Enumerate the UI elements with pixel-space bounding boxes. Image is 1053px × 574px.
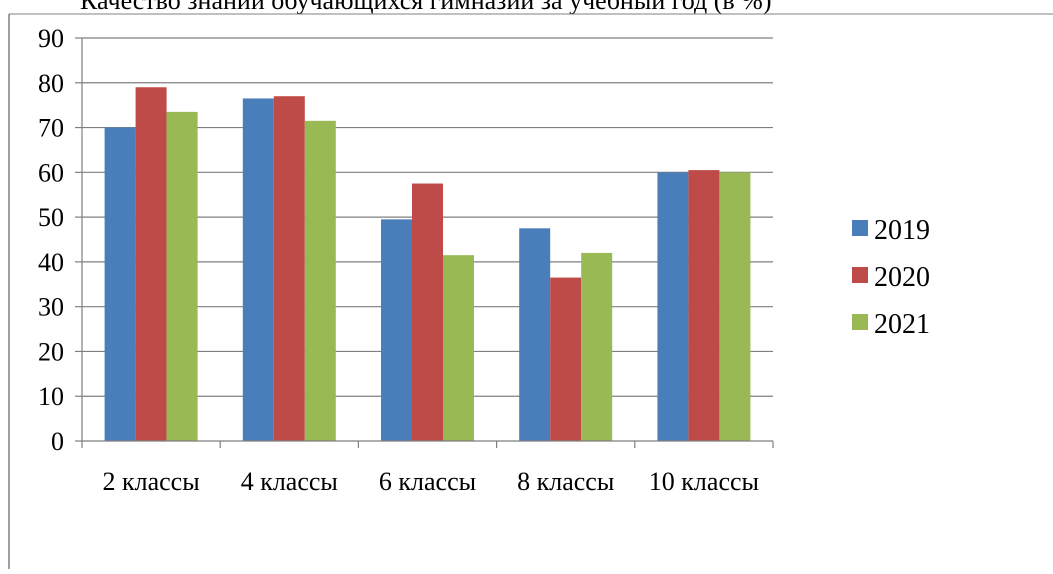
legend-swatch-2021 — [852, 314, 868, 330]
bar-2019-2 — [242, 98, 274, 441]
y-tick-label: 60 — [38, 158, 64, 187]
bar-2021-3 — [443, 255, 474, 441]
legend-label: 2019 — [874, 215, 930, 246]
y-tick-label: 10 — [38, 382, 64, 411]
category-label: 6 классы — [379, 467, 476, 496]
y-tick-labels: 0 10 20 30 40 50 60 70 80 90 — [38, 24, 64, 456]
y-tick-label: 90 — [38, 24, 64, 53]
bar-2019-4 — [519, 228, 551, 441]
bar-2020-5 — [688, 170, 720, 441]
bar-2019-3 — [381, 219, 412, 441]
bars — [104, 87, 751, 442]
bar-2020-3 — [412, 183, 443, 441]
bar-2020-1 — [135, 87, 167, 441]
legend: 2019 2020 2021 — [852, 215, 930, 340]
y-tick-label: 80 — [38, 69, 64, 98]
legend-swatch-2020 — [852, 267, 868, 283]
y-tick-label: 70 — [38, 114, 64, 143]
y-tick-label: 0 — [51, 427, 64, 456]
category-label: 10 классы — [649, 467, 759, 496]
legend-label: 2020 — [874, 262, 930, 293]
bar-2021-4 — [581, 252, 613, 441]
bar-2019-1 — [104, 127, 136, 442]
bar-2021-1 — [166, 111, 198, 441]
bar-2020-4 — [550, 277, 582, 441]
y-tick-label: 50 — [38, 203, 64, 232]
y-tick-label: 20 — [38, 337, 64, 366]
bar-2021-2 — [304, 120, 336, 441]
category-label: 4 классы — [241, 467, 338, 496]
legend-label: 2021 — [874, 309, 930, 340]
bar-2019-5 — [657, 172, 689, 442]
category-label: 2 классы — [102, 467, 199, 496]
category-labels: 2 классы 4 классы 6 классы 8 классы 10 класс… — [102, 467, 759, 496]
bar-2020-2 — [273, 96, 305, 441]
y-tick-label: 40 — [38, 248, 64, 277]
chart-title: Качество знаний обучающихся гимназии за … — [80, 0, 771, 15]
bar-2021-5 — [719, 172, 751, 442]
axes — [81, 38, 774, 448]
legend-swatch-2019 — [852, 220, 868, 236]
y-tick-label: 30 — [38, 293, 64, 322]
category-label: 8 классы — [517, 467, 614, 496]
